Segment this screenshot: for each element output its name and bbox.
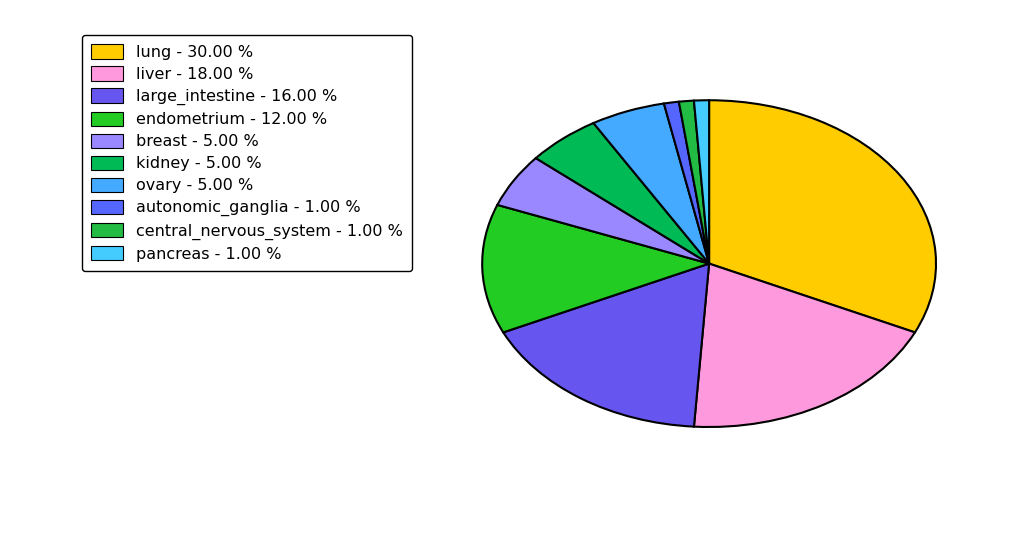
Wedge shape [709, 100, 936, 332]
Wedge shape [594, 103, 709, 264]
Wedge shape [679, 101, 709, 264]
Wedge shape [694, 264, 915, 427]
Wedge shape [497, 158, 709, 264]
Wedge shape [664, 102, 709, 264]
Wedge shape [536, 123, 709, 264]
Wedge shape [482, 205, 709, 332]
Legend: lung - 30.00 %, liver - 18.00 %, large_intestine - 16.00 %, endometrium - 12.00 : lung - 30.00 %, liver - 18.00 %, large_i… [82, 35, 412, 271]
Wedge shape [694, 100, 709, 264]
Wedge shape [503, 264, 709, 427]
